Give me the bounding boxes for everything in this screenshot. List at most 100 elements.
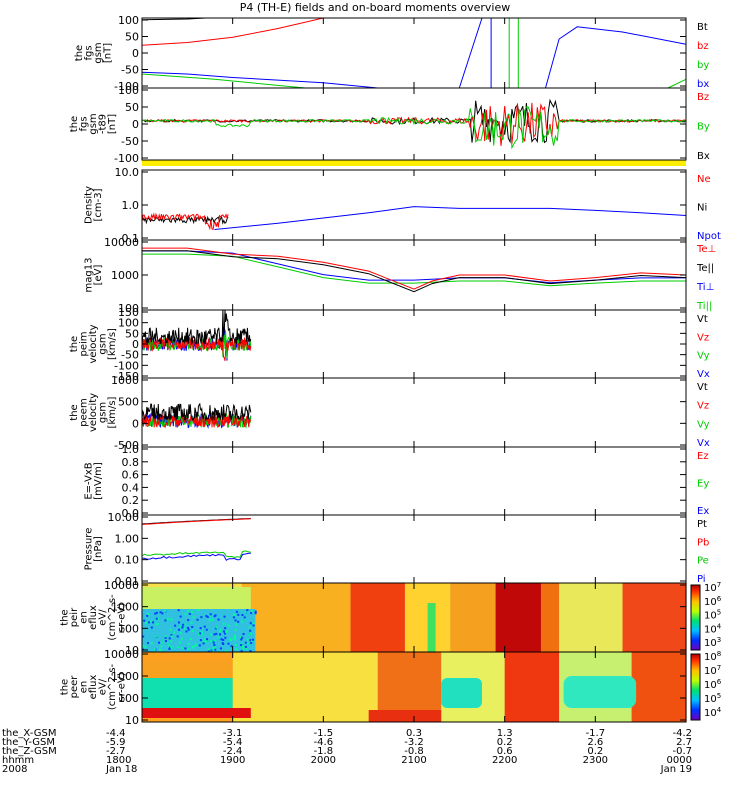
spectro-column	[395, 583, 406, 652]
spectro-column	[350, 652, 361, 722]
spectro-speckle	[159, 611, 162, 614]
spectro-speckle	[225, 630, 228, 633]
spectro-speckle	[179, 615, 182, 618]
spectro-patch	[142, 678, 233, 708]
spectro-speckle	[161, 612, 164, 615]
spectro-speckle	[184, 623, 187, 626]
legend-Bt: Bt	[697, 22, 708, 33]
spectro-speckle	[223, 615, 226, 618]
spectro-speckle	[241, 620, 244, 623]
spectro-column	[577, 583, 587, 652]
legend-Pb: Pb	[697, 537, 709, 548]
spectro-speckle	[206, 615, 209, 618]
spectro-speckle	[179, 631, 182, 634]
footer-cell: Jan 19	[660, 764, 692, 775]
spectro-speckle	[142, 644, 145, 647]
y-label-line: gsm	[98, 333, 109, 354]
spectro-speckle	[230, 639, 233, 642]
spectro-column	[377, 652, 388, 722]
spectro-speckle	[189, 637, 192, 640]
y-tick-label: 0.1	[122, 232, 140, 245]
spectro-column	[395, 652, 406, 722]
spectro-speckle	[250, 632, 253, 635]
spectro-column	[377, 583, 388, 652]
spectro-column	[486, 652, 497, 722]
spectro-speckle	[219, 633, 222, 636]
spectro-speckle	[192, 616, 195, 619]
spectro-column	[432, 583, 442, 652]
spectro-speckle	[151, 621, 154, 624]
y-label-line: mag13	[83, 258, 94, 293]
y-tick-label: 10.00	[108, 511, 140, 524]
spectro-speckle	[168, 643, 171, 646]
colorbar-label: 108	[704, 650, 721, 663]
spectro-column	[540, 652, 551, 722]
y-label-line: the	[60, 679, 71, 695]
legend-By: By	[697, 121, 710, 132]
spectro-speckle	[194, 644, 197, 647]
spectro-speckle	[249, 629, 252, 632]
y-tick-label: -100	[114, 80, 139, 93]
spectro-speckle	[154, 635, 157, 638]
y-label-line: [nT]	[102, 43, 113, 63]
spectro-speckle	[222, 622, 225, 625]
spectro-speckle	[184, 647, 187, 650]
legend-Vx: Vx	[697, 369, 710, 380]
spectro-speckle	[177, 609, 180, 612]
spectro-speckle	[203, 625, 206, 628]
spectro-speckle	[156, 623, 159, 626]
y-tick-label: 1.0	[122, 443, 140, 456]
spectro-speckle	[210, 633, 213, 636]
spectro-speckle	[196, 618, 199, 621]
spectro-column	[477, 652, 488, 722]
spectro-speckle	[250, 612, 253, 615]
fgs-series	[141, 17, 687, 89]
y-tick-label: 10000	[104, 579, 139, 592]
footer-cell: -4.6	[314, 737, 334, 748]
spectro-speckle	[219, 629, 222, 632]
spectro-speckle	[165, 619, 168, 622]
spectro-speckle	[254, 612, 257, 615]
spectro-speckle	[205, 640, 208, 643]
spectro-speckle	[215, 632, 218, 635]
spectro-column	[386, 583, 397, 652]
spectro-speckle	[150, 620, 153, 623]
y-label-line: eflux	[88, 675, 99, 700]
spectro-column	[432, 652, 442, 722]
spectro-speckle	[240, 650, 243, 653]
legend-Te||: Te||	[696, 263, 714, 274]
spectro-speckle	[234, 638, 237, 641]
colorbar-label: 105	[704, 692, 721, 705]
spectro-speckle	[179, 625, 182, 628]
footer-cell: -0.8	[404, 746, 424, 757]
spectro-patch	[142, 587, 251, 609]
spectro-speckle	[187, 628, 190, 631]
spectro-column	[250, 652, 261, 722]
y-label-line: the	[60, 609, 71, 625]
y-label-line: (cm^2-s-	[107, 663, 118, 710]
spectro-speckle	[191, 629, 194, 632]
spectro-column	[287, 583, 297, 652]
spectro-speckle	[224, 636, 227, 639]
legend-Ti||: Ti||	[696, 301, 712, 312]
footer-cell: Jan 18	[105, 764, 137, 775]
spectro-speckle	[155, 617, 158, 620]
spectro-speckle	[176, 645, 179, 648]
spectro-column	[341, 652, 352, 722]
spectro-speckle	[234, 619, 237, 622]
spectro-speckle	[250, 610, 253, 613]
colorbar-label: 104	[704, 706, 722, 719]
legend-Ne: Ne	[697, 174, 711, 185]
spectro-speckle	[159, 649, 162, 652]
y-label-line: (cm^2-s-	[107, 594, 118, 641]
spectro-speckle	[232, 616, 235, 619]
spectro-column	[495, 583, 506, 652]
spectro-speckle	[209, 613, 212, 616]
spectro-speckle	[177, 621, 180, 624]
spectro-speckle	[211, 618, 214, 621]
y-tick-label: 1.00	[115, 532, 140, 545]
footer-cell: -5.9	[106, 737, 126, 748]
spectro-speckle	[252, 624, 255, 627]
spectro-speckle	[239, 636, 242, 639]
